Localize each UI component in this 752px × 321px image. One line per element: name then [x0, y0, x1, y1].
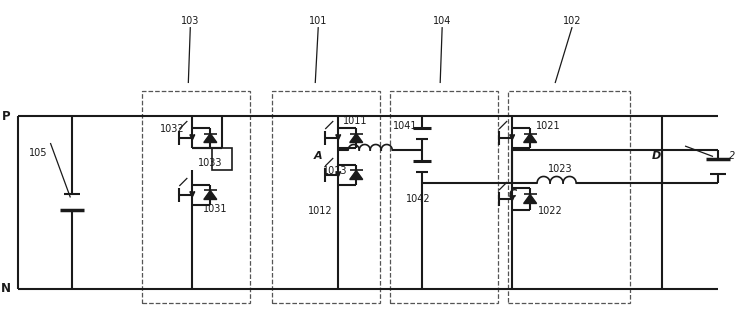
Text: 101: 101: [309, 16, 327, 26]
Text: 1012: 1012: [308, 206, 332, 216]
Text: 105: 105: [29, 148, 47, 158]
Text: 1021: 1021: [536, 121, 560, 131]
Text: 1013: 1013: [323, 166, 347, 176]
Text: A: A: [314, 151, 323, 161]
Text: 1042: 1042: [406, 194, 430, 204]
Text: C: C: [508, 189, 517, 199]
Text: N: N: [1, 282, 11, 295]
Polygon shape: [204, 190, 217, 199]
Text: D: D: [652, 151, 661, 161]
Bar: [272, 91, 381, 303]
Text: 1022: 1022: [538, 206, 562, 216]
Text: 104: 104: [433, 16, 451, 26]
Text: 1023: 1023: [547, 164, 572, 174]
Text: P: P: [2, 109, 11, 123]
Text: 2: 2: [729, 151, 735, 161]
Polygon shape: [523, 134, 537, 143]
Text: 1033: 1033: [198, 158, 223, 168]
Text: 102: 102: [562, 16, 581, 26]
Text: 103: 103: [181, 16, 199, 26]
Bar: [142, 91, 250, 303]
Polygon shape: [350, 170, 362, 179]
Text: 1041: 1041: [393, 121, 417, 131]
Bar: [390, 91, 498, 303]
Bar: [508, 91, 630, 303]
Polygon shape: [523, 195, 537, 204]
Text: 1032: 1032: [160, 124, 185, 134]
Text: 1031: 1031: [203, 204, 228, 214]
Text: 1011: 1011: [343, 116, 368, 126]
Polygon shape: [204, 134, 217, 143]
Bar: [212, 148, 232, 170]
Polygon shape: [350, 134, 362, 143]
